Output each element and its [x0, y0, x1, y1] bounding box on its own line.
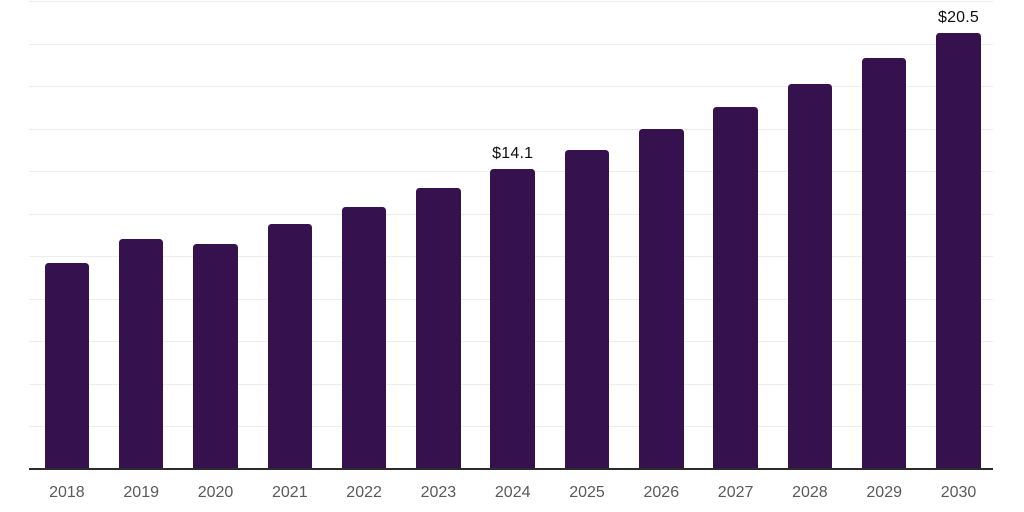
- gridline: [29, 1, 993, 2]
- bar-2025: [564, 149, 610, 469]
- x-axis-tick-label-2019: 2019: [123, 484, 159, 501]
- bar-2026: [639, 128, 684, 469]
- x-axis-tick-label-2028: 2028: [792, 484, 828, 501]
- x-axis-labels: 2018 2019 2020 2021 2022 2023 2024 2025 2026 2027…: [29, 484, 993, 508]
- x-axis-tick-label-2020: 2020: [197, 484, 234, 501]
- gridline: [29, 43, 993, 45]
- gridline: [29, 86, 993, 88]
- bar-2023: [416, 188, 461, 469]
- gridline: [29, 128, 993, 130]
- bar-2020: [193, 243, 238, 469]
- plot-area: $14.1 $20.5: [29, 1, 993, 470]
- x-axis-tick-label-2026: 2026: [643, 484, 680, 501]
- bar-2018: [44, 262, 90, 469]
- x-axis-tick-label-2022: 2022: [346, 484, 382, 501]
- bar-2022: [341, 207, 387, 469]
- x-axis-tick-label-2030: 2030: [940, 484, 977, 501]
- bar-2029: [861, 58, 907, 469]
- x-axis-tick-label-2027: 2027: [717, 484, 754, 501]
- x-axis-tick-label-2023: 2023: [420, 484, 457, 501]
- x-axis-line: [29, 468, 993, 470]
- x-axis-tick-label-2021: 2021: [272, 484, 308, 501]
- x-axis-tick-label-2018: 2018: [49, 484, 85, 501]
- x-axis-tick-label-2029: 2029: [866, 484, 902, 501]
- bar-2021: [267, 224, 313, 469]
- bar-value-label-2024: $14.1: [492, 145, 534, 163]
- bar-2019: [118, 239, 164, 469]
- bar-2030: [936, 32, 981, 469]
- bar-2028: [787, 83, 833, 469]
- bar-2024: [490, 169, 535, 469]
- bar-2027: [713, 107, 758, 469]
- bar-value-label-2030: $20.5: [937, 8, 980, 26]
- x-axis-tick-label-2024: 2024: [494, 484, 531, 501]
- x-axis-tick-label-2025: 2025: [569, 484, 605, 501]
